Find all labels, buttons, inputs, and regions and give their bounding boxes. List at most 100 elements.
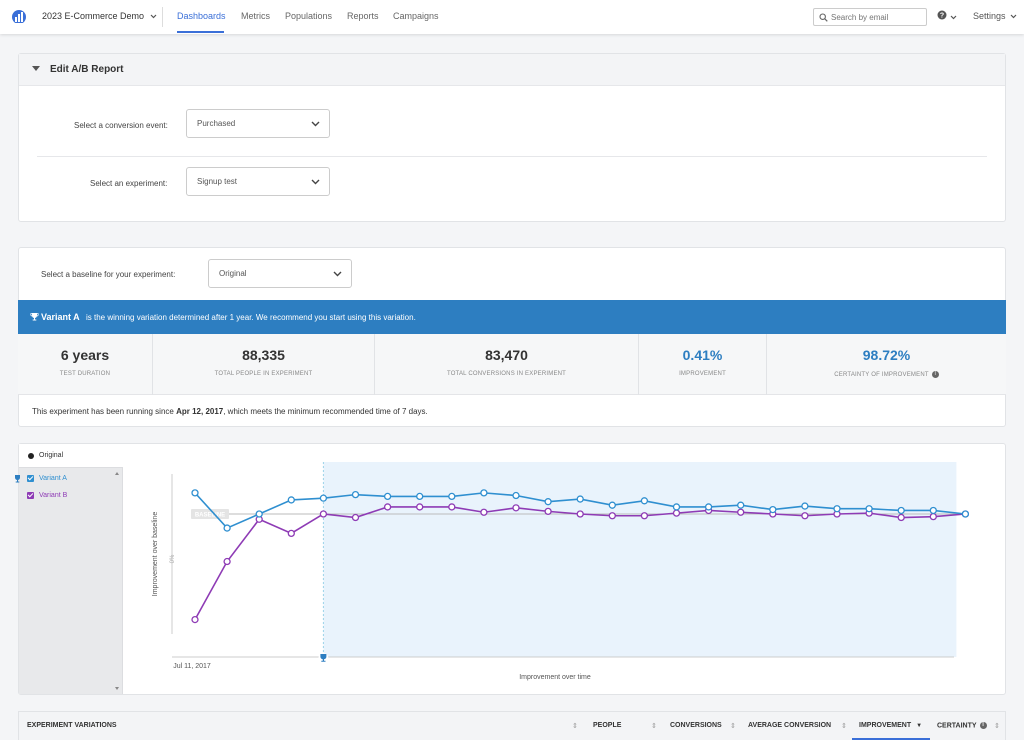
divider: [162, 7, 163, 27]
app-logo-icon[interactable]: [11, 9, 27, 23]
y-axis-label: Improvement over baseline: [152, 512, 159, 597]
data-point: [865, 505, 873, 513]
sort-icon[interactable]: ⇕: [730, 723, 736, 730]
question-icon: ?: [937, 10, 947, 20]
y-tick-label: 0%: [170, 554, 176, 563]
stat-test-duration: 6 years Test Duration: [18, 334, 153, 395]
project-name: 2023 E-Commerce Demo: [42, 11, 145, 21]
scroll-up-arrow-icon[interactable]: [115, 472, 119, 475]
experiment-label: Select an experiment:: [90, 179, 168, 188]
search-box[interactable]: [813, 8, 927, 26]
running-suffix: , which meets the minimum recommended ti…: [223, 407, 428, 416]
chevron-down-icon: [1010, 14, 1017, 19]
data-point: [544, 498, 552, 506]
nav-metrics[interactable]: Metrics: [241, 11, 270, 21]
nav-reports[interactable]: Reports: [347, 11, 379, 21]
active-nav-indicator: [177, 31, 224, 33]
collapse-caret-icon[interactable]: [32, 66, 40, 71]
data-point: [737, 508, 745, 516]
nav-campaigns[interactable]: Campaigns: [393, 11, 439, 21]
trophy-icon: [320, 654, 327, 662]
sort-icon[interactable]: ⇕: [651, 723, 657, 730]
info-icon[interactable]: i: [979, 722, 987, 729]
col-conversions[interactable]: Conversions: [670, 722, 722, 729]
data-point: [223, 557, 231, 566]
stat-value: 6 years: [60, 347, 110, 363]
conversion-event-select[interactable]: Purchased: [186, 109, 330, 138]
data-point: [608, 501, 616, 509]
baseline-select[interactable]: Original: [208, 259, 352, 288]
data-point: [961, 510, 970, 518]
project-selector[interactable]: 2023 E-Commerce Demo: [42, 11, 157, 21]
improvement-line-chart: BASELINE 0% Improvement over baseline Jul 1…: [152, 462, 970, 681]
data-point: [416, 492, 424, 501]
data-point: [319, 494, 328, 502]
help-menu[interactable]: ?: [937, 10, 957, 22]
winner-banner: Variant A is the winning variation deter…: [18, 300, 1006, 334]
chevron-down-icon: [311, 121, 320, 127]
stat-caption: Improvement: [679, 371, 726, 377]
col-certainty[interactable]: Certainty i: [937, 722, 987, 729]
improvement-chart-panel: Original Variant A Variant B BASELINE 0% I…: [15, 443, 1006, 695]
data-point: [737, 501, 745, 509]
scroll-down-arrow-icon[interactable]: [115, 687, 119, 690]
data-point: [383, 492, 392, 501]
data-point: [672, 509, 681, 517]
legend-baseline-row: Original: [19, 444, 123, 468]
col-average-conversion[interactable]: Average Conversion: [748, 722, 832, 729]
data-point: [672, 503, 681, 511]
baseline-label: BASELINE: [195, 513, 225, 519]
data-point: [512, 504, 520, 512]
baseline-value: Original: [219, 269, 247, 278]
col-people[interactable]: People: [593, 722, 622, 729]
chevron-down-icon: [333, 271, 342, 277]
stat-caption: Test Duration: [59, 371, 111, 377]
running-prefix: This experiment has been running since: [32, 407, 177, 416]
col-improvement-label: Improvement: [859, 722, 912, 729]
data-point: [448, 492, 456, 501]
data-point: [897, 513, 905, 522]
edit-ab-report-panel: Edit A/B Report Select a conversion even…: [18, 53, 1006, 222]
nav-dashboards[interactable]: Dashboards: [177, 11, 226, 21]
data-point: [287, 496, 295, 504]
col-certainty-label: Certainty: [937, 722, 977, 730]
running-since-text: This experiment has been running since A…: [32, 407, 428, 416]
legend-variant-b[interactable]: Variant B: [19, 489, 117, 503]
stat-value: 83,470: [485, 347, 528, 363]
trophy-icon: [15, 475, 20, 483]
data-point: [191, 489, 199, 497]
data-point: [416, 503, 424, 511]
nav-populations[interactable]: Populations: [285, 11, 333, 21]
data-point: [608, 512, 616, 520]
settings-menu[interactable]: Settings: [973, 11, 1017, 21]
stat-certainty: 98.72% Certainty of Improvement i: [767, 334, 1006, 395]
legend-variant-name: Variant B: [39, 492, 68, 499]
data-point: [833, 505, 841, 513]
x-axis-label: Improvement over time: [519, 674, 591, 681]
legend-variant-a[interactable]: Variant A: [19, 472, 117, 486]
data-point: [255, 510, 263, 518]
data-point: [351, 490, 360, 499]
stat-caption: Certainty of Improvement i: [767, 371, 1006, 378]
stat-caption: Total Conversions in Experiment: [446, 371, 567, 377]
legend-variant-name: Variant A: [39, 475, 67, 482]
checkbox-checked-icon[interactable]: [27, 475, 34, 482]
edit-ab-report-header[interactable]: Edit A/B Report: [19, 54, 1005, 86]
running-date: Apr 12, 2017: [176, 407, 224, 416]
trophy-icon: [30, 313, 39, 321]
info-icon[interactable]: i: [931, 371, 939, 378]
stat-total-people: 88,335 Total People in Experiment: [153, 334, 375, 395]
sort-icon[interactable]: ⇕: [572, 723, 578, 730]
col-experiment-variations[interactable]: Experiment Variations: [27, 722, 117, 729]
checkbox-checked-icon[interactable]: [27, 492, 34, 499]
baseline-dot-icon: [28, 453, 34, 459]
sort-icon[interactable]: ⇕: [994, 723, 1000, 730]
data-point: [929, 512, 937, 521]
chevron-down-icon: [311, 179, 320, 185]
experiment-select[interactable]: Signup test: [186, 167, 330, 196]
col-improvement[interactable]: Improvement ▼: [859, 722, 922, 729]
winner-name: Variant A: [41, 312, 80, 322]
data-point: [801, 502, 809, 510]
search-input[interactable]: [831, 11, 923, 24]
sort-icon[interactable]: ⇕: [841, 723, 847, 730]
